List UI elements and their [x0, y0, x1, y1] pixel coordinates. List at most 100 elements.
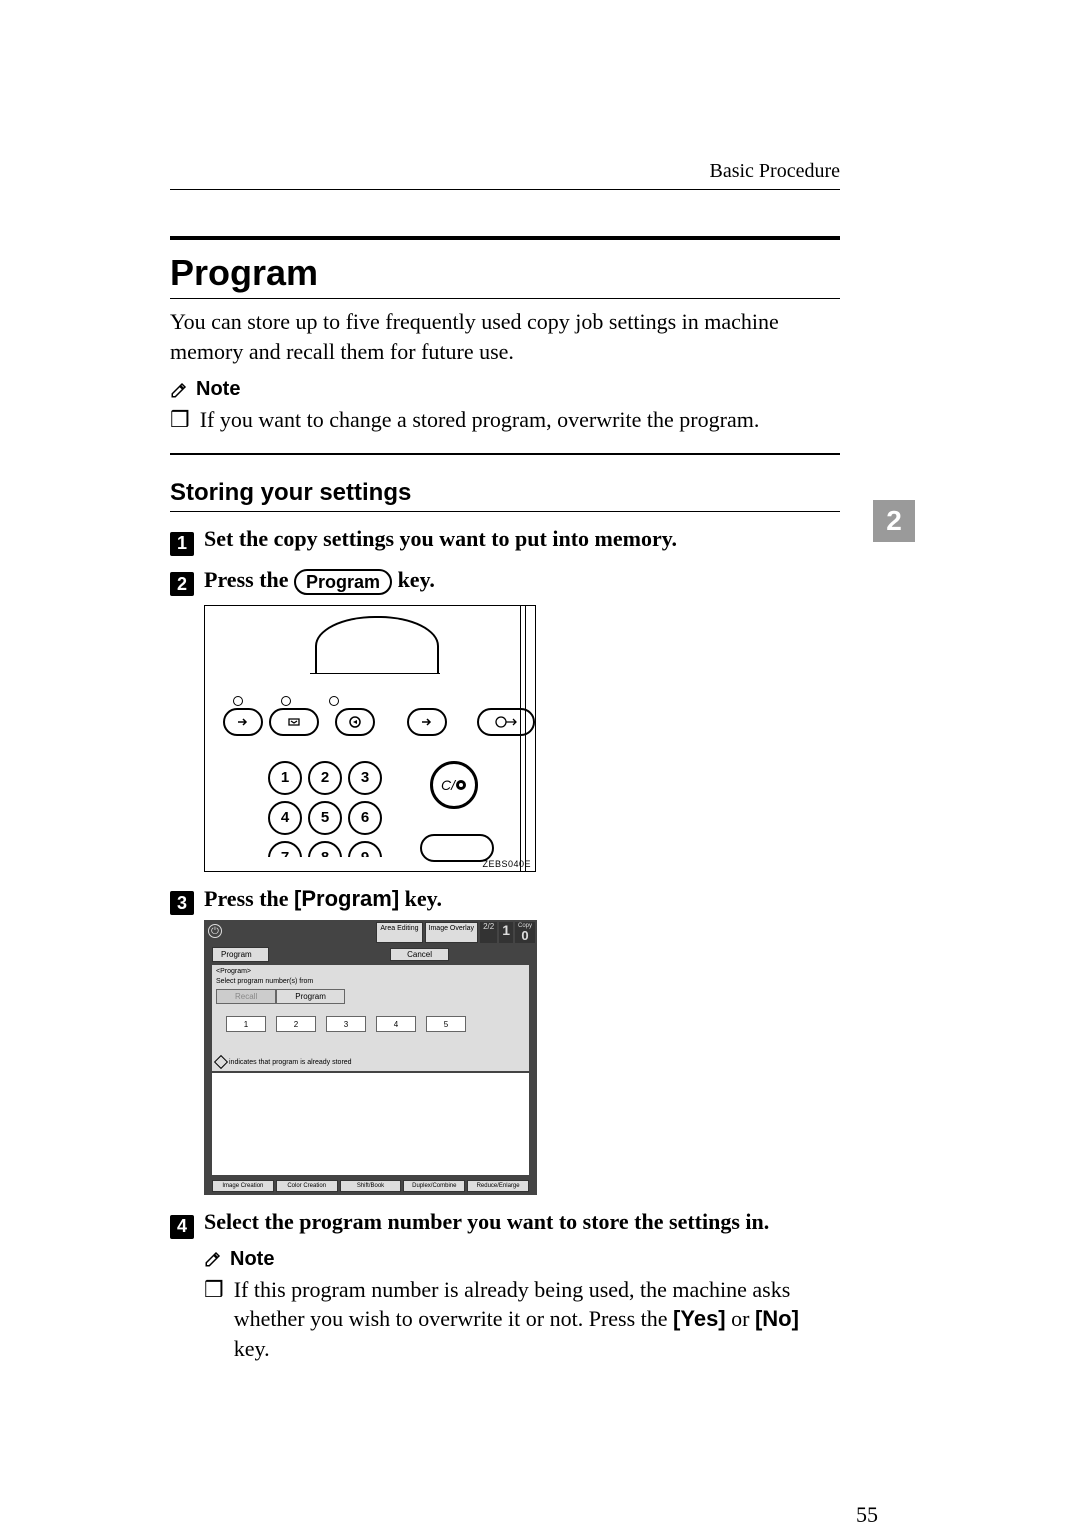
screen-copy-count: Copy 0 [515, 922, 535, 943]
note-2-end: key. [234, 1336, 270, 1361]
program-tab: Program [212, 947, 269, 962]
program-slot: 3 [326, 1016, 366, 1032]
step-2: 2 Press the Program key. [170, 567, 840, 595]
figure-code: ZEBS040E [482, 859, 531, 869]
keypad-key: 5 [308, 801, 342, 835]
step-3-suffix: key. [399, 886, 442, 911]
page-number: 55 [856, 1502, 878, 1528]
panel-wide-key [420, 834, 494, 862]
step-2-suffix: key. [398, 567, 435, 592]
program-hard-key: Program [294, 569, 392, 595]
panel-btn-lock [477, 708, 535, 736]
screen-whitezone [212, 1073, 529, 1175]
title-rule-bottom [170, 298, 840, 299]
program-soft-key: [Program] [294, 886, 399, 911]
keypad-key: 9 [348, 841, 382, 857]
header-rule [170, 189, 840, 190]
panel-edge [520, 606, 535, 871]
mid-label-1: <Program> [212, 965, 529, 975]
step-number-icon: 4 [170, 1215, 194, 1239]
screen-page-indicator: 2/2 [480, 922, 497, 943]
step-1-text: Set the copy settings you want to put in… [204, 526, 677, 552]
note-bullet-2: ❒ If this program number is already bein… [204, 1275, 840, 1364]
section-title: Program [170, 252, 840, 294]
program-slot: 5 [426, 1016, 466, 1032]
mid-footer-text: indicates that program is already stored [229, 1059, 352, 1066]
mid-footer: indicates that program is already stored [216, 1057, 352, 1067]
panel-btn [223, 708, 263, 736]
subheading-rule-top [170, 453, 840, 455]
clear-stop-label: C/ [441, 777, 455, 793]
keypad-key: 2 [308, 761, 342, 795]
step-number-icon: 1 [170, 532, 194, 556]
step-3-text: Press the [Program] key. [204, 886, 442, 912]
intro-paragraph: You can store up to five frequently used… [170, 307, 840, 366]
panel-line [310, 673, 440, 674]
keypad-key: 8 [308, 841, 342, 857]
bottom-tab: Image Creation [212, 1180, 274, 1192]
subheading-rule-bottom [170, 511, 840, 512]
bullet-icon: ❒ [170, 405, 190, 435]
recall-btn: Recall [216, 989, 276, 1004]
step-number-icon: 3 [170, 891, 194, 915]
title-rule-top [170, 236, 840, 240]
screen-btn: Area Editing [376, 922, 422, 943]
numeric-keypad: 1 2 3 4 5 6 7 8 9 [268, 761, 382, 857]
program-slot: 2 [276, 1016, 316, 1032]
program-btn: Program [276, 989, 345, 1004]
yes-key: [Yes] [673, 1306, 726, 1331]
screen-row2: Program Cancel [212, 947, 529, 961]
indicator-leds [233, 696, 339, 706]
screen-top-right: Area Editing Image Overlay 2/2 1 Copy 0 [376, 922, 535, 943]
bullet-icon: ❒ [204, 1275, 224, 1364]
bottom-tab: Reduce/Enlarge [467, 1180, 529, 1192]
program-number-row: 1 2 3 4 5 [226, 1016, 529, 1032]
bottom-tab: Duplex/Combine [403, 1180, 465, 1192]
program-slot: 4 [376, 1016, 416, 1032]
page-content: Basic Procedure 2 Program You can store … [170, 160, 840, 1368]
note-heading-2: Note [204, 1248, 840, 1271]
screen-bottom-tabs: Image Creation Color Creation Shift/Book… [212, 1180, 529, 1192]
screen-btn: Image Overlay [425, 922, 479, 943]
figure-screen-program: ⏻ Area Editing Image Overlay 2/2 1 Copy … [204, 920, 537, 1195]
recall-program-toggle: Recall Program [216, 989, 529, 1004]
power-icon: ⏻ [208, 924, 222, 938]
keypad-key: 4 [268, 801, 302, 835]
panel-btn [407, 708, 447, 736]
chapter-tab: 2 [873, 500, 915, 542]
note-1-text: If you want to change a stored program, … [200, 405, 760, 435]
keypad-key: 6 [348, 801, 382, 835]
keypad-key: 7 [268, 841, 302, 857]
mid-label-2: Select program number(s) from [212, 975, 529, 985]
page-frac: 2/2 [483, 923, 494, 931]
panel-btn [269, 708, 319, 736]
no-key: [No] [755, 1306, 799, 1331]
note-label: Note [230, 1248, 274, 1271]
clear-stop-key: C/ [430, 761, 478, 809]
bottom-tab: Color Creation [276, 1180, 338, 1192]
step-2-prefix: Press the [204, 567, 294, 592]
note-label: Note [196, 378, 240, 401]
cancel-button: Cancel [390, 948, 449, 961]
step-2-text: Press the Program key. [204, 567, 435, 595]
running-header: Basic Procedure [170, 160, 840, 189]
panel-dial-arc [315, 616, 439, 673]
step-3-prefix: Press the [204, 886, 294, 911]
subheading: Storing your settings [170, 479, 840, 507]
bottom-tab: Shift/Book [340, 1180, 402, 1192]
step-4: 4 Select the program number you want to … [170, 1209, 840, 1236]
note-heading: Note [170, 378, 840, 401]
stop-icon [455, 779, 467, 791]
panel-btn [335, 708, 375, 736]
keypad-key: 1 [268, 761, 302, 795]
program-slot: 1 [226, 1016, 266, 1032]
pencil-icon [204, 1250, 222, 1268]
step-number-icon: 2 [170, 572, 194, 596]
panel-top-buttons [223, 708, 535, 736]
screen-midzone: <Program> Select program number(s) from … [212, 965, 529, 1071]
note-2-or: or [726, 1306, 755, 1331]
note-2-text: If this program number is already being … [234, 1275, 840, 1364]
copy-zero: 0 [521, 929, 528, 942]
diamond-icon [214, 1055, 228, 1069]
screen-count: 1 [499, 922, 513, 943]
